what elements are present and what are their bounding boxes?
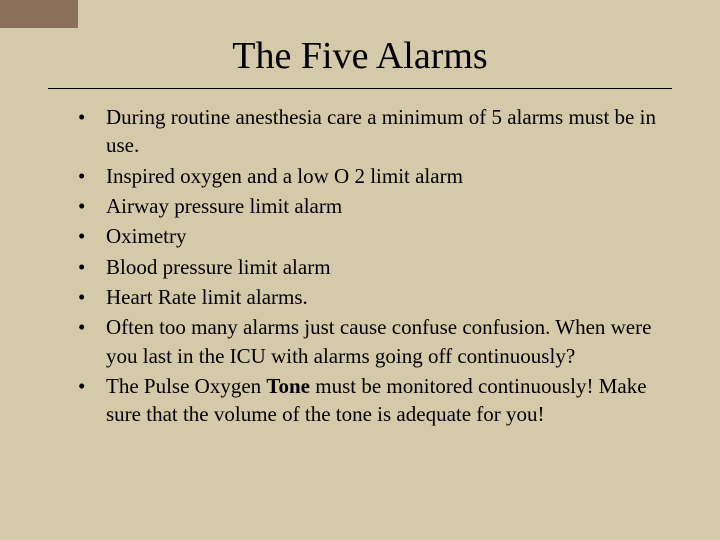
list-item: Blood pressure limit alarm [78,253,672,281]
list-item: During routine anesthesia care a minimum… [78,103,672,160]
corner-accent [0,0,78,28]
list-item: Oximetry [78,222,672,250]
slide-title: The Five Alarms [48,34,672,78]
text-before: The Pulse Oxygen [106,374,266,398]
list-item: Airway pressure limit alarm [78,192,672,220]
text-bold: Tone [266,374,310,398]
title-divider [48,88,672,89]
list-item: Inspired oxygen and a low O 2 limit alar… [78,162,672,190]
slide-container: The Five Alarms During routine anesthesi… [0,0,720,540]
bullet-list: During routine anesthesia care a minimum… [48,103,672,429]
list-item: Heart Rate limit alarms. [78,283,672,311]
list-item: Often too many alarms just cause confuse… [78,313,672,370]
list-item: The Pulse Oxygen Tone must be monitored … [78,372,672,429]
